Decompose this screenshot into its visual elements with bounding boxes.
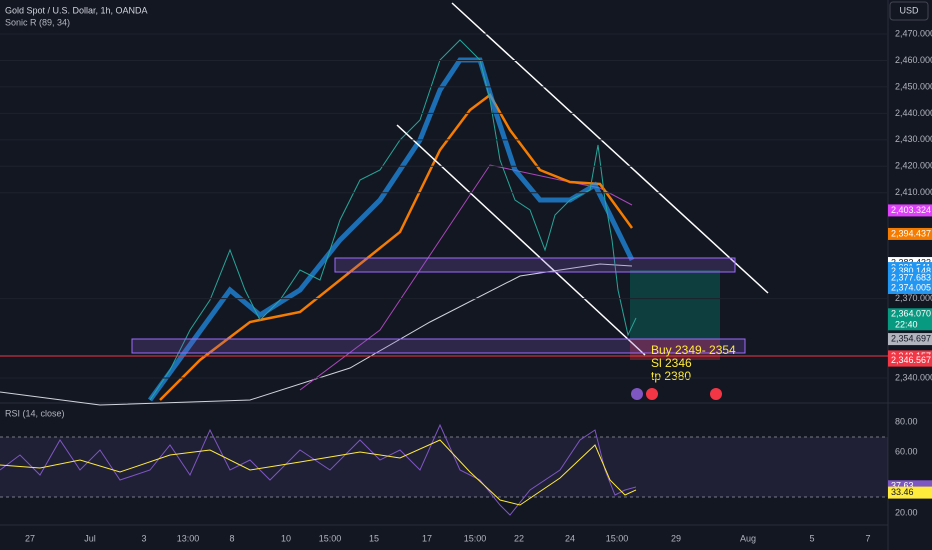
price-badge	[888, 333, 932, 346]
rsi-ma	[0, 439, 637, 506]
time-label: 3	[141, 533, 146, 543]
ema-line	[159, 93, 634, 401]
price-badge-label: 2,346.567	[891, 355, 931, 365]
price-badge	[888, 204, 932, 217]
time-label: Jul	[84, 533, 96, 543]
symbol-title: Gold Spot / U.S. Dollar, 1h, OANDA	[5, 5, 148, 15]
zone	[131, 338, 746, 354]
trend-line	[396, 124, 646, 356]
event-icon[interactable]	[631, 388, 643, 400]
rsi-pane: RSI (14, close)	[0, 408, 888, 516]
rsi-tick: 60.00	[895, 447, 918, 457]
annotation: Sl 2346	[651, 356, 692, 370]
price-badge-label: 33.46	[891, 487, 914, 497]
price-badge-label: 2,364.070	[891, 309, 931, 319]
stop-zone	[630, 340, 720, 360]
event-icon[interactable]	[646, 388, 658, 400]
trend-line	[451, 2, 769, 294]
rsi-band	[0, 437, 888, 497]
time-label: 15:00	[319, 533, 342, 543]
price-tick: 2,430.000	[895, 134, 932, 144]
price-badge-label: 37.63	[891, 481, 914, 491]
zone	[334, 257, 736, 273]
price-tick: 2,370.000	[895, 293, 932, 303]
price-badge	[888, 282, 932, 295]
price-tick: 2,440.000	[895, 108, 932, 118]
target-zone	[630, 270, 720, 340]
axes: 2,470.000 2,460.000 2,450.000 2,440.000 2,43…	[0, 28, 932, 543]
price-badge-label: 2,403.324	[891, 205, 931, 215]
time-label: 15:00	[464, 533, 487, 543]
rsi-line	[0, 423, 637, 516]
price-pane: Buy 2349- 2354 Sl 2346 tp 2380 Gold Spot…	[0, 1, 929, 406]
rsi-title: RSI (14, close)	[5, 408, 65, 418]
time-label: 29	[671, 533, 681, 543]
time-label: 24	[565, 533, 575, 543]
currency-button[interactable]	[889, 1, 929, 21]
time-label: 17	[422, 533, 432, 543]
countdown-bg	[888, 319, 932, 331]
price-badge	[888, 308, 932, 321]
price-badge	[888, 272, 932, 285]
price-badge-label: 2,380.148	[891, 266, 931, 276]
price-tick: 2,340.000	[895, 372, 932, 382]
price-tick: 2,410.000	[895, 187, 932, 197]
price-tick: 2,420.000	[895, 161, 932, 171]
price-line	[149, 39, 637, 401]
price-badge-label: 2,374.005	[891, 282, 931, 292]
indicator-title: Sonic R (89, 34)	[5, 17, 70, 27]
ma-line	[299, 164, 633, 391]
price-badge	[888, 486, 932, 499]
annotation: tp 2380	[651, 369, 691, 383]
time-label: 5	[809, 533, 814, 543]
time-label: 22	[514, 533, 524, 543]
time-label: 15:00	[606, 533, 629, 543]
time-label: Aug	[740, 533, 756, 543]
time-label: 10	[281, 533, 291, 543]
time-label: 13:00	[177, 533, 200, 543]
time-label: 7	[865, 533, 870, 543]
rsi-tick: 20.00	[895, 507, 918, 517]
event-icon[interactable]	[710, 388, 722, 400]
price-badge-label: 2,377.683	[891, 273, 931, 283]
price-tick: 2,450.000	[895, 81, 932, 91]
price-badge-label: 2,394.437	[891, 228, 931, 238]
price-tick: 2,470.000	[895, 28, 932, 38]
price-tick: 2,460.000	[895, 55, 932, 65]
rsi-tick: 80.00	[895, 416, 918, 426]
time-label: 27	[25, 533, 35, 543]
annotation: Buy 2349- 2354	[651, 343, 736, 357]
price-badge	[888, 354, 932, 367]
price-badge-label: 2,354.697	[891, 333, 931, 343]
countdown: 22:40	[895, 320, 918, 330]
price-badge	[888, 227, 932, 240]
time-label: 15	[369, 533, 379, 543]
time-label: 8	[229, 533, 234, 543]
ma-line	[0, 263, 633, 406]
currency[interactable]: USD	[899, 5, 919, 15]
